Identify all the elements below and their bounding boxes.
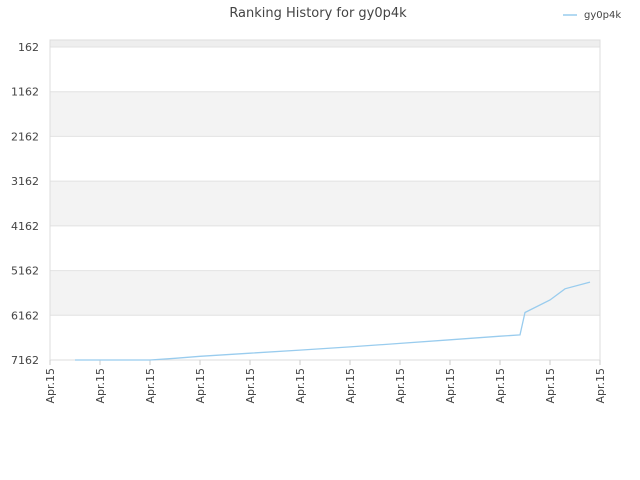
- y-tick-label: 7162: [11, 354, 39, 367]
- x-tick-label: Apr.15: [94, 368, 107, 404]
- x-tick-label: Apr.15: [444, 368, 457, 404]
- plot-band: [50, 181, 600, 226]
- x-tick-label: Apr.15: [494, 368, 507, 404]
- x-tick-label: Apr.15: [344, 368, 357, 404]
- x-tick-label: Apr.15: [244, 368, 257, 404]
- plot-band: [50, 225, 600, 271]
- y-tick-label: 6162: [11, 309, 39, 322]
- series-line: [75, 281, 591, 361]
- plot-band: [50, 91, 600, 137]
- y-tick-label: 1162: [11, 86, 39, 99]
- legend: gy0p4k: [563, 10, 621, 21]
- x-tick-label: Apr.15: [44, 368, 57, 404]
- x-tick-label: Apr.15: [394, 368, 407, 404]
- plot-band: [50, 47, 600, 92]
- y-tick-label: 3162: [11, 175, 39, 188]
- x-tick-label: Apr.15: [194, 368, 207, 404]
- plot-top-band: [50, 40, 600, 47]
- x-tick-label: Apr.15: [544, 368, 557, 404]
- y-tick-label: 2162: [11, 130, 39, 143]
- x-tick-label: Apr.15: [294, 368, 307, 404]
- legend-label: gy0p4k: [584, 10, 621, 21]
- y-tick-label: 162: [18, 41, 39, 54]
- plot-band: [50, 270, 600, 316]
- chart-title: Ranking History for gy0p4k: [229, 6, 407, 21]
- plot-band: [50, 136, 600, 182]
- plot-band: [50, 315, 600, 360]
- y-tick-label: 5162: [11, 265, 39, 278]
- plot-area: 162 1162 2162 3162 4162 5162 6162 7162 Apr.15 Apr…: [11, 39, 607, 404]
- x-tick-label: Apr.15: [594, 368, 607, 404]
- x-tick-label: Apr.15: [144, 368, 157, 404]
- y-tick-label: 4162: [11, 220, 39, 233]
- plot-frame: [49, 39, 601, 361]
